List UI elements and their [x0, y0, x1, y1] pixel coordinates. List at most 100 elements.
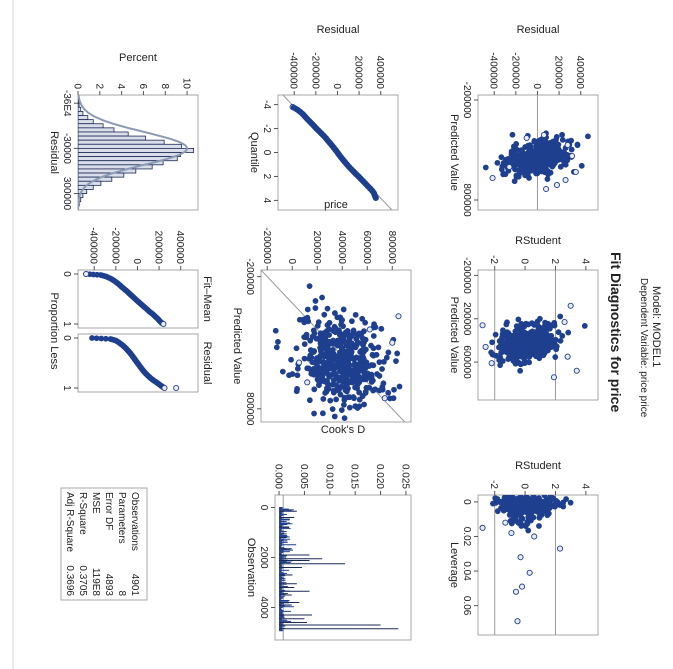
- plot-area: [78, 95, 195, 210]
- y-tick-label: 0: [331, 83, 342, 89]
- x-tick-label: 0.04: [461, 561, 472, 581]
- data-point-cluster: [343, 342, 350, 349]
- data-point-cluster: [340, 306, 347, 313]
- y-tick-label: 0.010: [323, 464, 334, 489]
- fit-stats-label: Observations: [129, 492, 140, 551]
- data-point: [479, 524, 486, 531]
- y-tick-label: 0: [286, 258, 297, 264]
- data-point-cluster: [361, 328, 367, 335]
- y-tick-label: 200000: [553, 56, 564, 90]
- data-point-cluster: [351, 361, 358, 368]
- data-point-cluster: [503, 321, 510, 328]
- data-point-cluster: [543, 168, 550, 175]
- data-point-cluster: [304, 306, 311, 313]
- data-point-cluster: [372, 194, 379, 201]
- data-point: [479, 322, 486, 329]
- y-tick-label: 400000: [336, 231, 347, 265]
- data-point-cluster: [497, 499, 503, 505]
- y-tick-label: -2: [488, 255, 499, 264]
- data-point-cluster: [391, 386, 397, 393]
- data-point: [489, 174, 496, 182]
- data-point-cluster: [306, 283, 313, 290]
- data-point-cluster: [550, 138, 556, 145]
- y-tick-label: 4: [579, 258, 590, 264]
- x-axis-label: Quantile: [248, 132, 260, 173]
- y-tick-label: 6: [137, 83, 148, 89]
- y-tick-label: 0.020: [374, 464, 385, 489]
- data-point-cluster: [323, 388, 330, 395]
- panel-label: Residual: [201, 342, 213, 385]
- data-point-cluster: [520, 336, 526, 342]
- data-point-cluster: [551, 503, 558, 510]
- data-point-cluster: [310, 327, 317, 334]
- data-point-cluster: [518, 495, 524, 496]
- data-point-cluster: [513, 503, 520, 510]
- data-point-cluster: [352, 367, 359, 374]
- y-tick-label: 4: [115, 83, 126, 89]
- x-tick-label: -200000: [461, 257, 472, 294]
- fit-stats-value: 0.3696: [64, 565, 75, 596]
- fit-stats-label: Parameters: [116, 492, 127, 544]
- data-point-cluster: [504, 349, 511, 356]
- y-tick-label: 0: [519, 483, 530, 489]
- data-point-cluster: [362, 388, 369, 395]
- data-point-cluster: [547, 160, 553, 167]
- data-point: [564, 141, 571, 149]
- y-tick-label: 600000: [361, 231, 372, 265]
- data-point-cluster: [324, 378, 330, 385]
- data-point-cluster: [567, 499, 574, 506]
- fit-stats-value: 119E8: [90, 568, 101, 597]
- data-point-cluster: [326, 319, 333, 326]
- data-point-cluster: [541, 345, 548, 352]
- x-tick-label: 0: [461, 499, 472, 505]
- data-point-cluster: [301, 341, 308, 348]
- data-point-cluster: [352, 403, 359, 410]
- data-point-cluster: [338, 321, 345, 328]
- x-tick-label: 800000: [244, 392, 255, 426]
- residual-qq-plot: -400000 -200000 0 200000 400000 -4 -2 0 2 4 Quanti…: [248, 24, 399, 211]
- histogram-bar: [78, 131, 129, 137]
- y-tick-label: 2: [93, 83, 104, 89]
- fit-stats-value: 8: [116, 590, 127, 596]
- data-point-cluster: [528, 347, 535, 353]
- x-tick-label: -200000: [244, 258, 255, 295]
- fit-stats-value: 4893: [103, 574, 114, 597]
- plot-area: [482, 95, 591, 210]
- data-point-cluster: [352, 311, 359, 318]
- data-point: [512, 588, 520, 595]
- histogram-bar: [78, 106, 82, 112]
- x-tick-label: -2: [261, 124, 272, 133]
- data-point-cluster: [557, 150, 564, 157]
- data-point-cluster: [312, 305, 319, 311]
- data-point-cluster: [309, 359, 316, 365]
- data-point-cluster: [517, 367, 524, 374]
- data-point-cluster: [356, 389, 363, 396]
- data-point-cluster: [555, 141, 562, 148]
- data-point-cluster: [544, 176, 551, 182]
- x-tick-label: 800000: [461, 183, 472, 217]
- data-point-cluster: [578, 162, 585, 169]
- y-axis-label: Residual: [317, 24, 360, 36]
- x-tick-label: 0.06: [461, 596, 472, 616]
- data-point-cluster: [364, 370, 371, 377]
- data-point-cluster: [337, 341, 344, 348]
- data-point-cluster: [500, 327, 506, 334]
- data-point: [526, 569, 533, 576]
- data-point-cluster: [525, 527, 532, 534]
- data-point-cluster: [574, 141, 581, 148]
- data-point-cluster: [528, 517, 534, 524]
- fit-stats-label: Error DF: [103, 492, 114, 530]
- data-point-cluster: [505, 355, 512, 362]
- data-point-cluster: [286, 372, 292, 379]
- data-point-cluster: [319, 410, 326, 417]
- data-point-cluster: [321, 311, 328, 318]
- data-point-cluster: [311, 410, 317, 417]
- data-point: [304, 379, 311, 386]
- data-point-cluster: [545, 510, 552, 517]
- data-point-cluster: [509, 346, 515, 353]
- data-point-cluster: [331, 370, 338, 377]
- model-label: Model: MODEL1: [650, 286, 662, 367]
- x-tick-label: 4000: [258, 596, 269, 619]
- y-tick-label: 4: [579, 483, 590, 489]
